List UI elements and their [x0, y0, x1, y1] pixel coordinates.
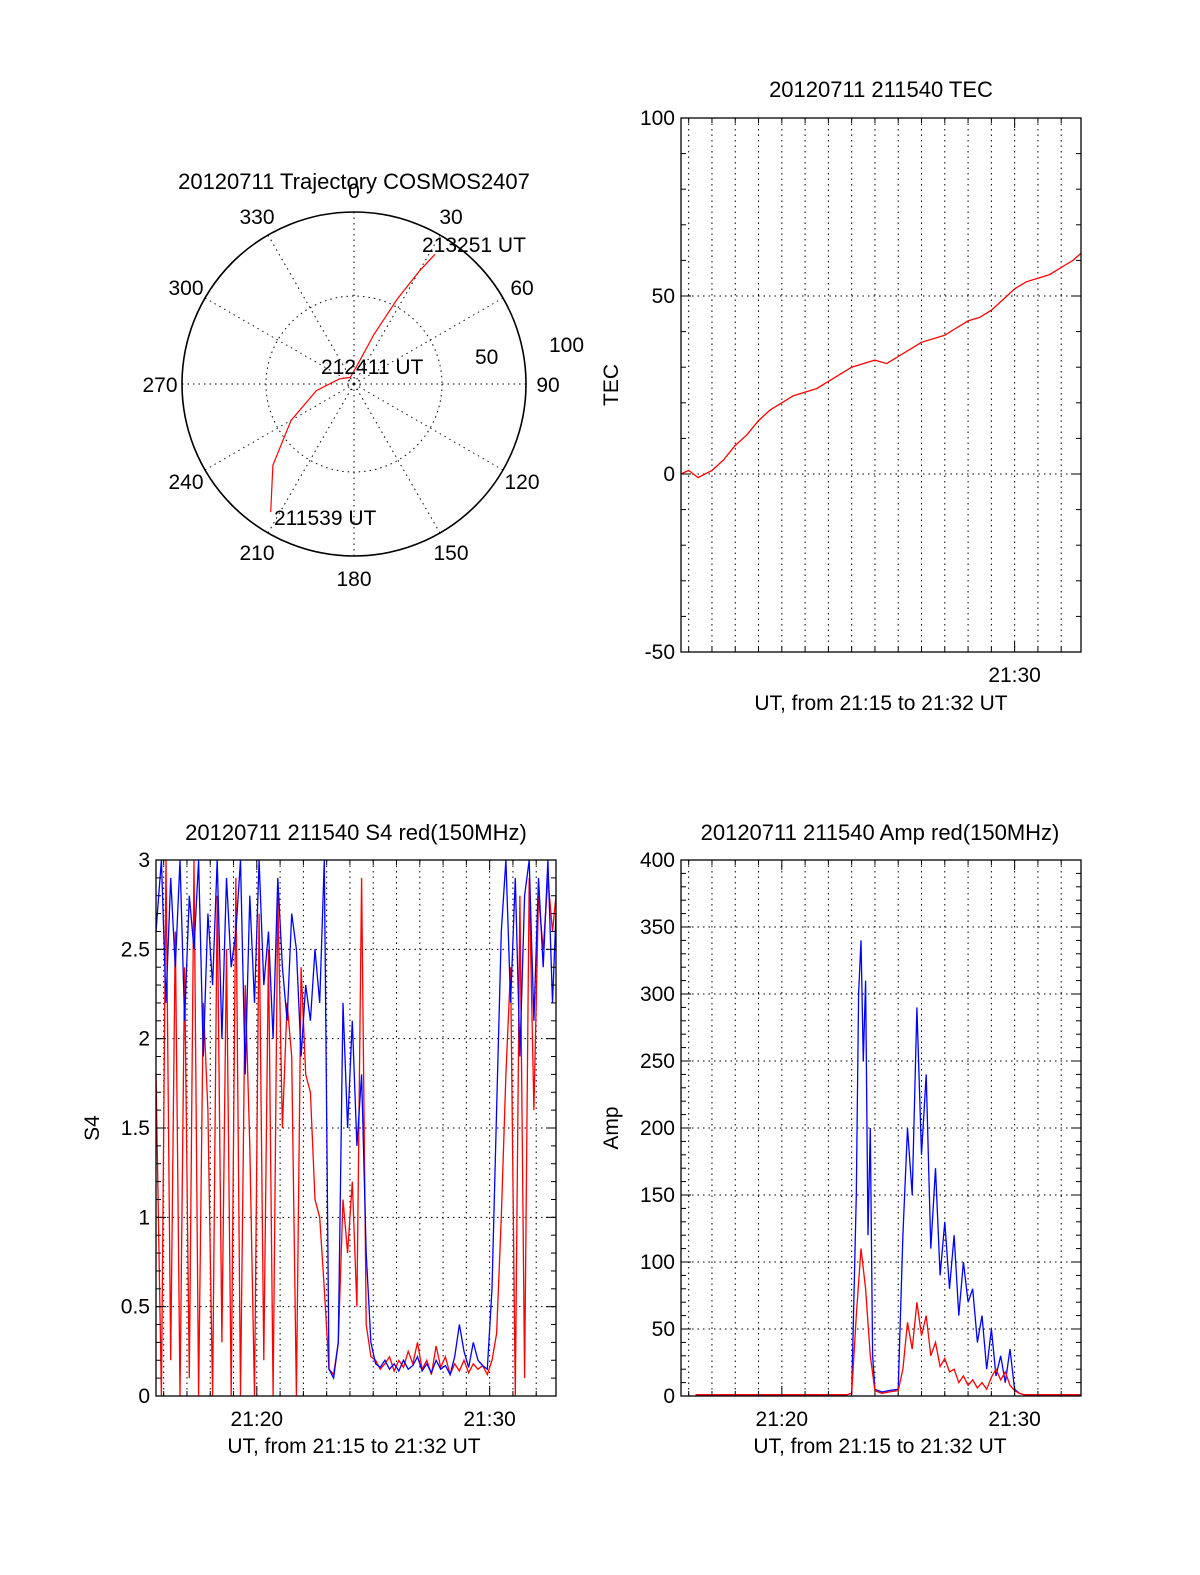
amp-ticks: 0 50 100 150 200 250 300 350 400 21:20 21:30: [640, 849, 1081, 1431]
polar-grid: [182, 212, 526, 556]
trajectory-start-time: 211539 UT: [274, 507, 377, 530]
s4-panel: 20120711 211540 S4 red(150MHz) 0 0.5 1 1.5 2…: [81, 820, 557, 1458]
azimuth-label-60: 60: [510, 277, 533, 300]
radial-label-100: 100: [549, 334, 584, 357]
xtick-label-21:20: 21:20: [756, 1408, 809, 1431]
ytick-label-2.5: 2.5: [121, 938, 150, 961]
polar-spoke-210: [267, 383, 355, 534]
trajectory-track: [270, 253, 436, 513]
azimuth-label-330: 330: [239, 206, 274, 229]
xtick-label-21:30: 21:30: [988, 664, 1041, 687]
ytick-label-0: 0: [663, 463, 675, 486]
series-red: [155, 859, 557, 1397]
amp-series: [695, 940, 1081, 1396]
azimuth-label-0: 0: [348, 180, 360, 203]
ytick-label-350: 350: [640, 916, 675, 939]
azimuth-label-210: 210: [239, 542, 274, 565]
polar-outer-circle: [181, 211, 527, 557]
azimuth-label-180: 180: [336, 568, 371, 591]
tec-title: 20120711 211540 TEC: [769, 77, 993, 102]
azimuth-label-270: 270: [142, 374, 177, 397]
series-red: [695, 1248, 1081, 1396]
tec-xlabel: UT, from 21:15 to 21:32 UT: [754, 692, 1007, 715]
xtick-label-21:30: 21:30: [988, 1408, 1041, 1431]
ytick-label-400: 400: [640, 849, 675, 872]
ytick-label-300: 300: [640, 983, 675, 1006]
ytick-label-0: 0: [663, 1385, 675, 1408]
s4-series: [155, 859, 557, 1397]
radial-label-50: 50: [475, 346, 498, 369]
amp-title: 20120711 211540 Amp red(150MHz): [701, 820, 1060, 845]
ytick-label-150: 150: [640, 1184, 675, 1207]
ytick-label-50: 50: [652, 285, 675, 308]
trajectory-end-time: 213251 UT: [422, 234, 526, 257]
azimuth-label-90: 90: [536, 374, 559, 397]
polar-spoke-330: [267, 234, 355, 385]
polar-ring-inner: [265, 295, 443, 473]
polar-center-mark: [347, 377, 361, 391]
trajectory-mid-time: 212411 UT: [321, 356, 424, 379]
ytick-label-50: 50: [652, 1318, 675, 1341]
series-blue: [155, 859, 557, 1381]
tec-series: [680, 252, 1082, 479]
ytick-label-1: 1: [138, 1206, 150, 1229]
polar-spoke-60: [353, 297, 504, 385]
polar-spoke-30: [353, 234, 441, 385]
ytick-label-2: 2: [138, 1028, 150, 1051]
ytick-label-1.5: 1.5: [121, 1117, 150, 1140]
s4-ylabel: S4: [81, 1115, 104, 1141]
polar-spoke-150: [353, 383, 441, 534]
xtick-label-21:30: 21:30: [463, 1408, 516, 1431]
tec-ylabel: TEC: [600, 364, 623, 406]
amp-grid: [681, 859, 1081, 1397]
trajectory-panel: 20120711 Trajectory COSMOS2407 0 30 60 90 12…: [142, 169, 584, 591]
series-blue: [695, 940, 1081, 1396]
azimuth-label-150: 150: [433, 542, 468, 565]
amp-plot-frame: [680, 859, 1082, 1397]
azimuth-labels: 0 30 60 90 120 150 180 210 240 270 300 330: [142, 180, 559, 591]
azimuth-label-30: 30: [439, 206, 462, 229]
tec-ticks: -50 0 50 100 21:30: [640, 107, 1081, 687]
tec-grid: [681, 117, 1081, 653]
amp-panel: 20120711 211540 Amp red(150MHz) 0 50 100 15…: [600, 820, 1082, 1458]
ytick-label-100: 100: [640, 1251, 675, 1274]
ytick-label-100: 100: [640, 107, 675, 130]
polar-spoke-240: [204, 383, 355, 471]
ytick-label-200: 200: [640, 1117, 675, 1140]
ytick-label-0.5: 0.5: [121, 1296, 150, 1319]
trajectory-title: 20120711 Trajectory COSMOS2407: [178, 169, 530, 194]
ytick-label-0: 0: [138, 1385, 150, 1408]
polar-spoke-300: [204, 297, 355, 385]
azimuth-label-120: 120: [504, 471, 539, 494]
ytick-label-250: 250: [640, 1050, 675, 1073]
tec-panel: 20120711 211540 TEC -50 0 50 100 21:30 TEC U…: [600, 77, 1082, 715]
polar-spoke-120: [353, 383, 504, 471]
azimuth-label-240: 240: [168, 471, 203, 494]
azimuth-label-300: 300: [168, 277, 203, 300]
xtick-label-21:20: 21:20: [231, 1408, 284, 1431]
ytick-label-3: 3: [138, 849, 150, 872]
s4-xlabel: UT, from 21:15 to 21:32 UT: [227, 1435, 480, 1458]
tec-plot-frame: [680, 117, 1082, 653]
ytick-label--50: -50: [645, 641, 675, 664]
amp-ylabel: Amp: [600, 1106, 623, 1149]
amp-xlabel: UT, from 21:15 to 21:32 UT: [753, 1435, 1006, 1458]
s4-title: 20120711 211540 S4 red(150MHz): [185, 820, 527, 845]
series-red: [680, 252, 1082, 479]
s4-ticks: 0 0.5 1 1.5 2 2.5 3 21:20 21:30: [121, 849, 556, 1431]
